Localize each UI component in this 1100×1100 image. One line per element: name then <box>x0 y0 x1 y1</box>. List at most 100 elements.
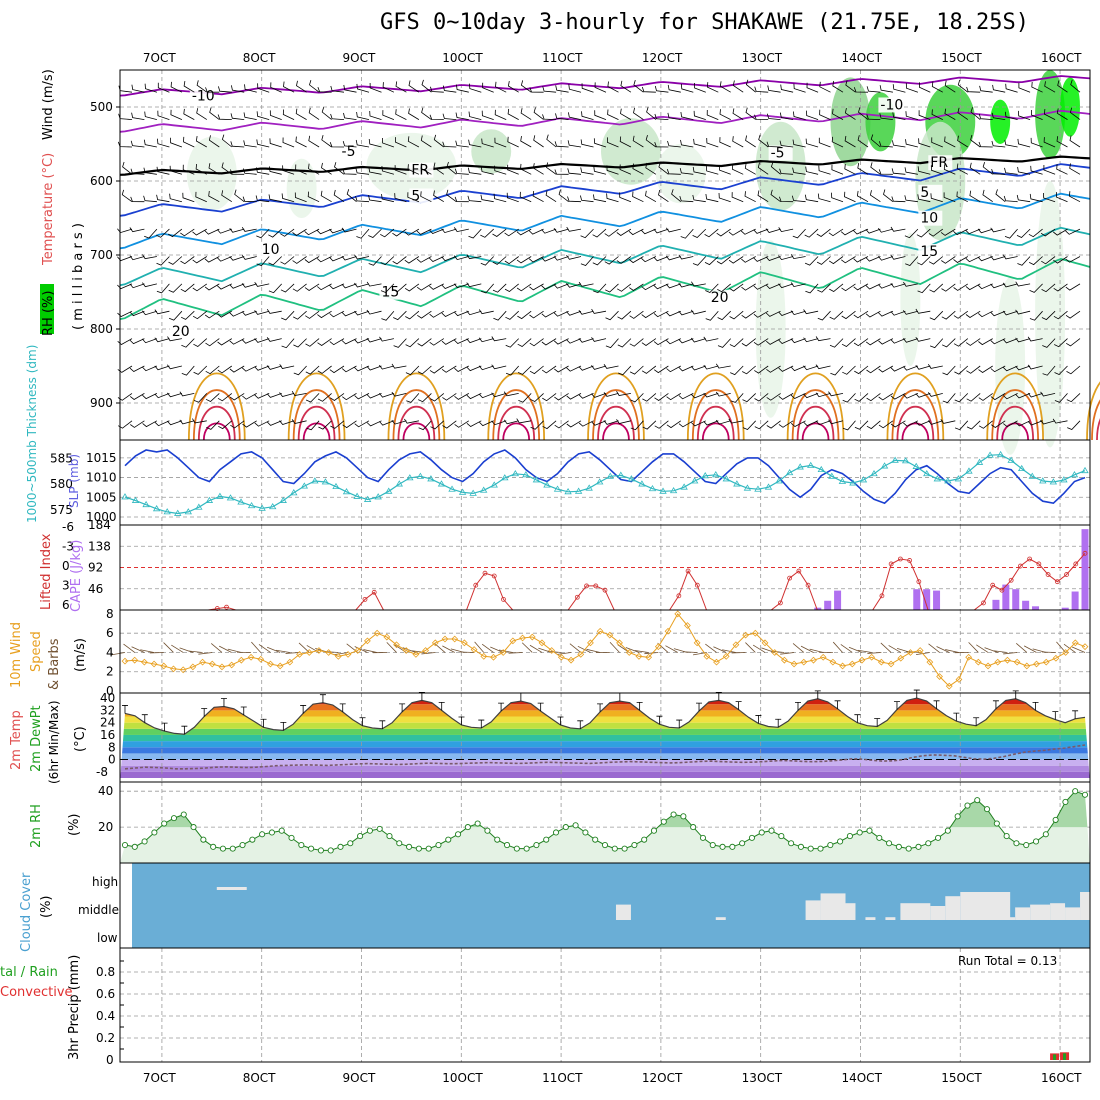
wind-barb <box>308 107 320 120</box>
wind-barb <box>780 84 794 93</box>
wind-barb <box>356 83 370 93</box>
wind-barb <box>1069 107 1081 120</box>
wind-barb <box>706 82 719 93</box>
warm-contour <box>402 422 431 441</box>
wind-barb <box>829 338 844 348</box>
temp-minmax <box>1012 690 1019 699</box>
wind-barb <box>703 420 719 426</box>
temp-minmax <box>755 715 762 724</box>
wind-barb <box>316 228 332 235</box>
wind-speed-point <box>422 647 429 654</box>
wind-barb-10m <box>745 642 756 653</box>
wind-barb <box>791 195 806 203</box>
temperature-label: Temperature (°C) <box>41 153 56 266</box>
cape-bar <box>1032 606 1040 610</box>
temp-minmax <box>121 705 128 714</box>
wind-barb <box>532 190 544 203</box>
wind-barb <box>282 137 295 148</box>
convective-label: Convective <box>0 985 73 1000</box>
wind-barb <box>566 310 582 316</box>
wind-barb <box>890 282 906 288</box>
temp-minmax <box>676 719 683 729</box>
wind-barb-10m <box>508 652 523 654</box>
wind-barb <box>666 310 681 317</box>
rh-area-fill <box>120 791 1090 863</box>
temp-minmax <box>557 716 564 725</box>
wind-barb <box>666 338 681 345</box>
wind-barb <box>154 393 170 399</box>
rh-point <box>935 834 942 841</box>
wind-barb <box>495 81 507 93</box>
wind-barb <box>630 420 644 431</box>
wind-barb <box>591 337 607 342</box>
wind-barb <box>520 108 532 120</box>
rh-point <box>219 845 227 852</box>
wind-barb-10m <box>179 647 194 653</box>
wind-barb <box>205 393 220 402</box>
wind-barb <box>992 84 1006 93</box>
wind-barb-10m <box>258 644 271 653</box>
wind-barb-10m <box>976 644 989 653</box>
thickness-point <box>1070 471 1079 478</box>
wind-barb <box>216 228 232 234</box>
wind-barb <box>208 135 220 148</box>
wind-barb <box>678 310 694 316</box>
wind-barb <box>778 255 794 261</box>
wind-barb <box>466 310 482 316</box>
cape-bar <box>992 599 1000 610</box>
wind-barb <box>1041 256 1056 265</box>
cloud-units: (%) <box>39 896 54 919</box>
wind-barb <box>154 420 170 427</box>
wind-barb <box>915 365 931 370</box>
wind-barb-10m <box>334 652 349 656</box>
cloud-middle-bar <box>900 903 931 920</box>
date-tick-top: 9OCT <box>343 51 376 65</box>
wind-barb <box>218 420 233 430</box>
wind-barb-10m <box>968 642 979 653</box>
wind-barb <box>978 310 993 318</box>
wind-barb <box>257 83 270 93</box>
thickness-point <box>1049 478 1058 485</box>
wind-barb <box>1053 256 1068 264</box>
wind-barb <box>446 161 457 175</box>
rh-point <box>709 841 716 849</box>
wind-barb <box>256 256 270 267</box>
wind-barb-10m <box>945 649 960 653</box>
wind-barb <box>917 166 931 175</box>
wind-barb <box>704 256 719 266</box>
wind-barb <box>790 338 806 344</box>
wind-barb <box>429 256 444 262</box>
wind-barb <box>831 164 844 175</box>
contour-label: FR <box>411 163 429 179</box>
wind-barb <box>965 338 981 346</box>
thickness-point <box>490 481 498 488</box>
wind-barb <box>1053 283 1068 292</box>
pressure-tick-label: 800 <box>90 322 113 336</box>
wind-barb <box>553 338 569 345</box>
wind-barb <box>765 310 781 317</box>
temp-minmax <box>220 698 227 707</box>
wind-barb <box>578 420 594 427</box>
wind-barb <box>757 162 769 175</box>
temp-minmax <box>953 712 960 722</box>
wind-barb <box>770 161 781 175</box>
wind-barb <box>421 107 432 120</box>
wind-speed-point <box>761 639 769 647</box>
rh-point <box>151 829 158 836</box>
wind-barb <box>806 82 819 93</box>
wind-barb <box>433 134 445 148</box>
li-point <box>362 596 368 602</box>
wind-barb <box>970 134 981 148</box>
wind-barb <box>317 338 332 346</box>
wind-barb <box>995 189 1006 203</box>
wind-barb <box>877 256 894 261</box>
wind-barb <box>1066 365 1081 375</box>
rh-point <box>533 841 540 849</box>
thickness-point <box>807 461 815 468</box>
wind-barb <box>341 310 357 317</box>
li-point <box>1054 579 1060 585</box>
li-point <box>1008 577 1014 583</box>
wind-tick-label: 0 <box>106 684 114 698</box>
wind-barb <box>854 420 869 430</box>
